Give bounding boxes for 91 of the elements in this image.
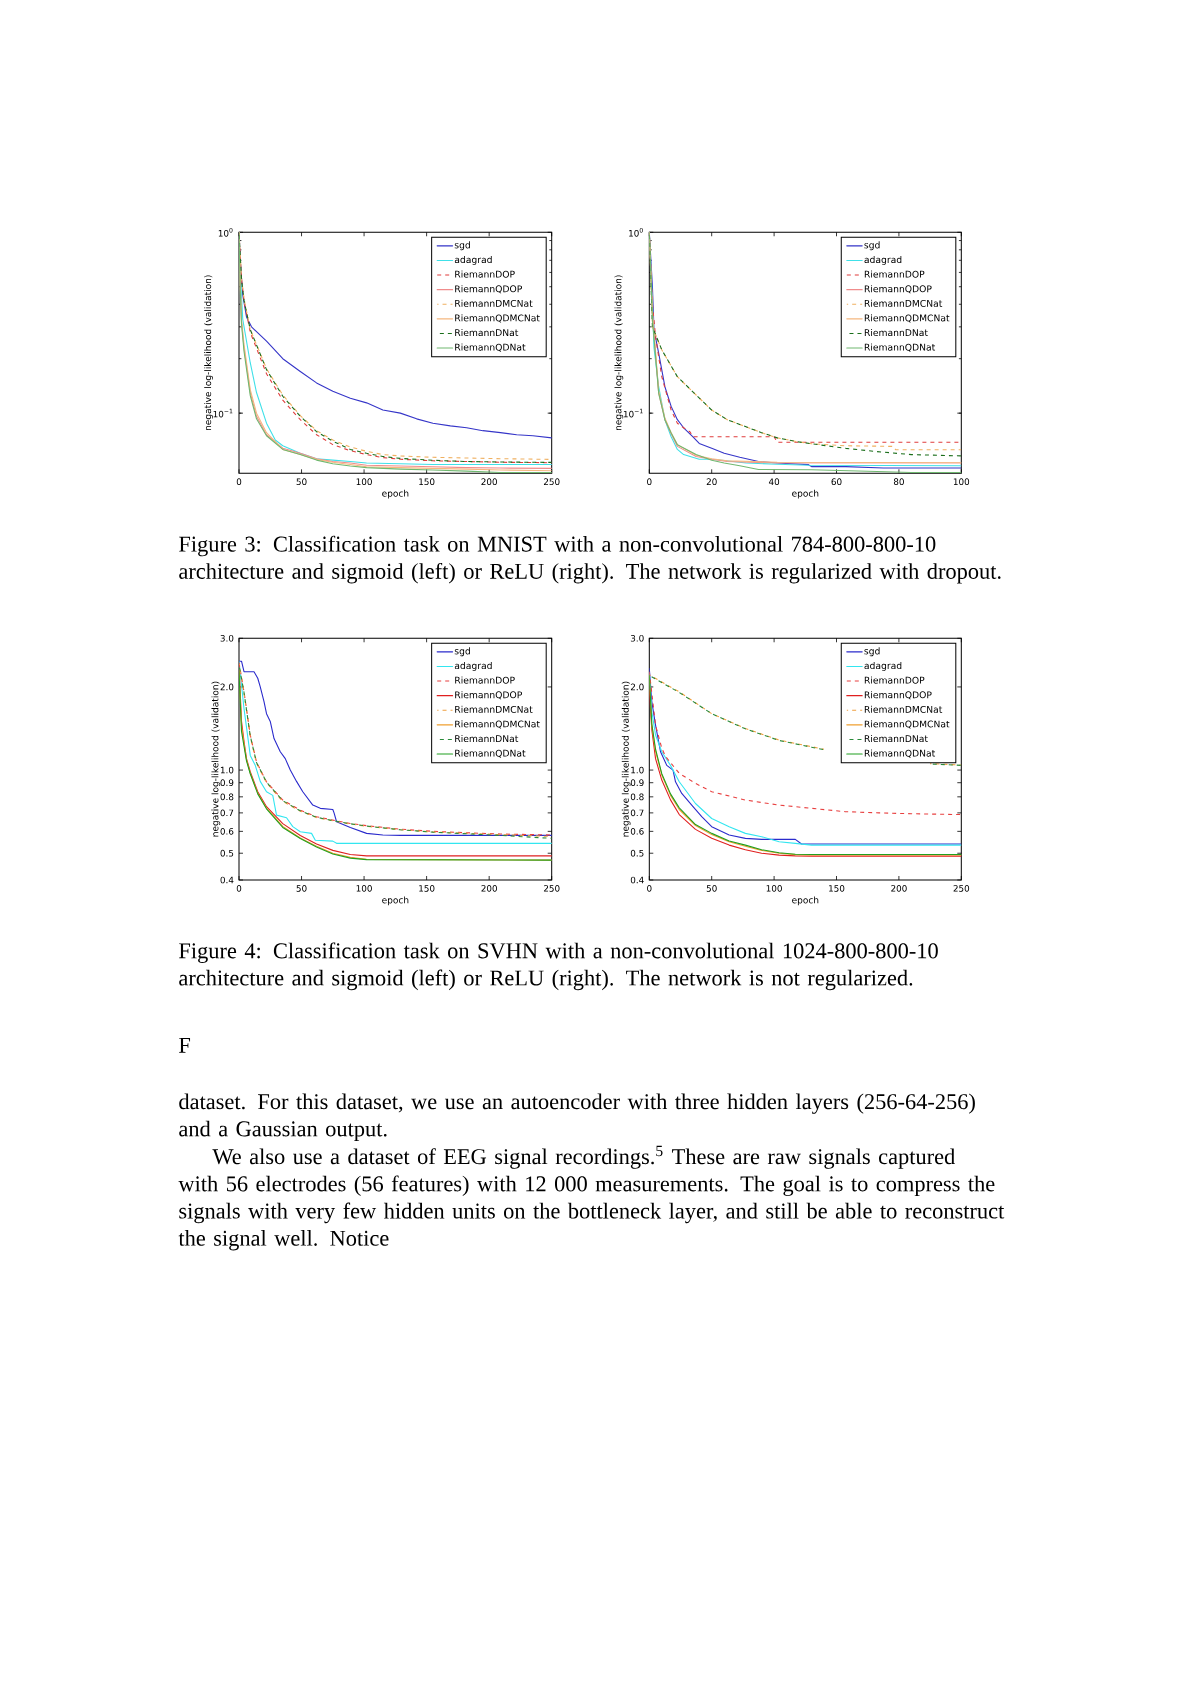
y-tick-label: 0.6 — [630, 828, 644, 835]
y-tick-label: 0.9 — [630, 779, 644, 787]
y-tick-label: 0.5 — [630, 849, 644, 857]
legend-label: RiemannQDMCNat — [455, 314, 540, 323]
legend-label: sgd — [454, 647, 470, 657]
y-tick-label: 10$^{−1}$ — [623, 408, 643, 418]
legend-label: RiemannDOP — [455, 676, 515, 684]
legend-label: adagrad — [864, 255, 902, 265]
caption: Figure 4: Classification task on SVHN with a non-convolutional 1024-800-800-10 architecture and sigmoid (left) or ReLU (right). The network is not regularized. — [179, 942, 938, 991]
y-axis-title: negative log-likelihood (validation) — [211, 681, 221, 837]
y-tick-label: 0.9 — [220, 779, 234, 787]
x-tick-label: 0 — [236, 885, 242, 892]
y-axis-title: negative log-likelihood (validation) — [204, 275, 213, 431]
x-tick-label: 200 — [481, 478, 497, 486]
legend-label: RiemannQDNat — [864, 343, 936, 352]
x-tick-label: 200 — [891, 885, 907, 892]
legend-label: RiemannQDOP — [864, 691, 932, 700]
text: F — [179, 1037, 191, 1053]
y-tick-label: 10$^{0}$ — [218, 227, 233, 237]
legend-label: RiemannDNat — [864, 734, 928, 743]
legend-label: RiemannDOP — [864, 270, 925, 278]
legend-label: RiemannQDNat — [864, 749, 936, 758]
y-tick-label: 0.7 — [220, 809, 234, 817]
x-tick-label: 80 — [893, 478, 904, 486]
x-tick-label: 50 — [296, 478, 307, 486]
legend-label: RiemannQDOP — [864, 285, 932, 294]
y-tick-label: 0.4 — [220, 876, 234, 884]
x-tick-label: 200 — [481, 885, 497, 892]
text: dataset. For this dataset, we use an autoencoder with three hidden layers (256-64-256) and a Gaussian output. — [179, 1093, 975, 1141]
y-axis-title: negative log-likelihood (validation) — [621, 681, 631, 837]
legend-label: RiemannDNat — [864, 328, 928, 337]
legend-label: RiemannQDNat — [455, 343, 526, 352]
x-tick-label: 40 — [768, 478, 780, 486]
y-tick-label: 10$^{0}$ — [629, 227, 643, 237]
x-tick-label: 100 — [953, 478, 970, 486]
legend-label: RiemannDNat — [455, 734, 519, 743]
x-tick-label: 20 — [706, 478, 717, 486]
legend-label: RiemannQDNat — [455, 749, 526, 758]
y-tick-label: 2.0 — [220, 683, 234, 691]
x-tick-label: 250 — [543, 885, 560, 892]
legend-label: RiemannQDMCNat — [864, 720, 950, 729]
x-tick-label: 100 — [356, 478, 372, 486]
legend-label: RiemannDOP — [455, 270, 515, 278]
x-axis-title: epoch — [382, 489, 409, 499]
y-tick-label: 3.0 — [220, 634, 234, 642]
legend-label: RiemannQDMCNat — [864, 314, 950, 323]
y-tick-label: 2.0 — [630, 683, 644, 691]
legend-label: adagrad — [864, 661, 902, 671]
legend-label: RiemannDMCNat — [864, 705, 943, 713]
y-tick-label: 1.0 — [220, 766, 234, 774]
x-axis-title: epoch — [792, 896, 819, 906]
legend-label: adagrad — [454, 661, 492, 671]
x-tick-label: 100 — [356, 885, 372, 892]
legend-label: RiemannDNat — [455, 328, 519, 337]
x-tick-label: 100 — [766, 885, 782, 892]
legend-label: RiemannQDMCNat — [455, 720, 540, 729]
y-tick-label: 1.0 — [631, 766, 644, 774]
x-tick-label: 250 — [953, 885, 970, 892]
x-tick-label: 150 — [419, 885, 435, 892]
legend-label: sgd — [864, 241, 880, 251]
caption: Figure 3: Classification task on MNIST with a non-convolutional 784-800-800-10 architecture and sigmoid (left) or ReLU (right). The network is regularized with dropout. — [179, 535, 1001, 584]
y-tick-label: 0.8 — [220, 793, 234, 801]
x-tick-label: 150 — [829, 885, 845, 892]
y-tick-label: 0.4 — [630, 876, 644, 884]
x-tick-label: 0 — [236, 478, 242, 486]
x-tick-label: 50 — [706, 885, 717, 892]
y-tick-label: 0.6 — [220, 828, 234, 835]
legend-label: sgd — [864, 647, 880, 657]
x-axis-title: epoch — [382, 896, 409, 906]
legend-label: RiemannDMCNat — [455, 299, 533, 307]
x-tick-label: 0 — [647, 885, 652, 892]
legend-label: adagrad — [454, 255, 492, 265]
y-tick-label: 10$^{−1}$ — [213, 408, 233, 418]
y-tick-label: 0.8 — [630, 793, 644, 801]
legend-label: RiemannQDOP — [455, 285, 522, 294]
y-axis-title: negative log-likelihood (validation) — [614, 275, 624, 431]
y-tick-label: 0.5 — [220, 849, 234, 857]
legend-label: RiemannDOP — [864, 676, 925, 684]
y-tick-label: 0.7 — [630, 809, 644, 817]
x-axis-title: epoch — [792, 489, 819, 499]
x-tick-label: 60 — [831, 478, 842, 486]
y-tick-label: 3.0 — [630, 634, 644, 642]
x-tick-label: 150 — [419, 478, 435, 486]
x-tick-label: 250 — [543, 478, 560, 486]
legend-label: sgd — [454, 241, 470, 251]
text: We also use a dataset of EEG signal recordings.$^{5}$ These are raw signals captured with 56 electrodes (56 features) with 12 000 measurements. The goal is to compress the signals with very few hidden units on the bottleneck layer, and still be able to reconstruct the signal well. Notice — [178, 1145, 1005, 1251]
x-tick-label: 0 — [647, 478, 652, 486]
legend-label: RiemannDMCNat — [864, 299, 943, 307]
legend-label: RiemannDMCNat — [455, 705, 533, 713]
x-tick-label: 50 — [296, 885, 307, 892]
legend-label: RiemannQDOP — [455, 691, 522, 700]
